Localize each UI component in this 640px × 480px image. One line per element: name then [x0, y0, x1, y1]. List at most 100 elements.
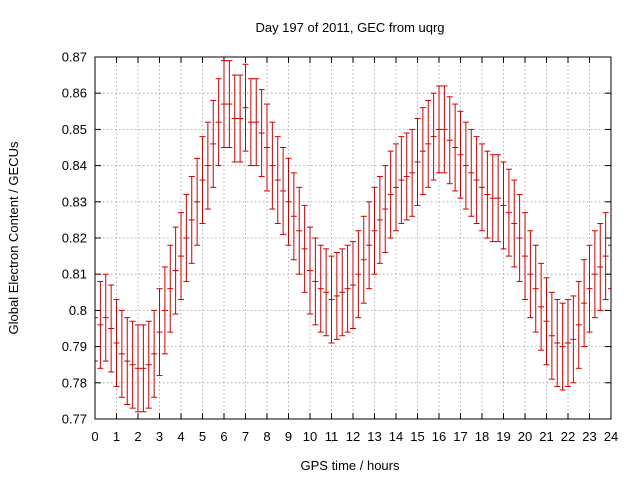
- data-point: [489, 154, 496, 243]
- data-point: [430, 92, 437, 181]
- x-tick-label: 15: [410, 429, 424, 444]
- data-point: [172, 226, 179, 315]
- data-point: [360, 215, 367, 304]
- data-point: [344, 244, 351, 333]
- data-point: [409, 128, 416, 217]
- data-point: [221, 60, 227, 148]
- data-point: [296, 186, 303, 275]
- x-tick-label: 0: [91, 429, 98, 444]
- data-point: [199, 136, 206, 225]
- x-tick-label: 20: [518, 429, 532, 444]
- y-tick-label: 0.86: [62, 86, 87, 101]
- data-point: [462, 121, 469, 210]
- data-point: [398, 136, 405, 225]
- data-point: [242, 63, 249, 152]
- y-tick-label: 0.84: [62, 158, 87, 173]
- data-point: [581, 259, 588, 348]
- data-point: [264, 103, 270, 192]
- data-point: [393, 143, 399, 232]
- data-point: [436, 85, 442, 174]
- data-point: [366, 201, 373, 290]
- data-point: [602, 212, 609, 301]
- x-tick-label: 14: [389, 429, 403, 444]
- y-axis-ticks: 0.77 0.78 0.79 0.8 0.81 0.82 0.83 0.84 0.85 0.86 0…: [62, 50, 611, 427]
- data-point: [178, 212, 184, 301]
- x-tick-label: 24: [604, 429, 618, 444]
- data-point: [495, 154, 502, 243]
- data-point: [516, 194, 523, 282]
- y-tick-label: 0.87: [62, 50, 87, 65]
- data-point: [586, 244, 593, 333]
- data-point: [145, 320, 152, 409]
- data-point: [140, 324, 147, 413]
- data-point: [194, 157, 201, 246]
- data-point: [452, 103, 459, 192]
- y-tick-label: 0.82: [62, 231, 87, 246]
- x-axis-label: GPS time / hours: [301, 458, 400, 473]
- data-point: [102, 273, 109, 362]
- plot-frame: [94, 56, 612, 420]
- data-point: [559, 302, 566, 391]
- x-tick-label: 6: [220, 429, 227, 444]
- data-point: [118, 309, 125, 398]
- x-tick-label: 5: [199, 429, 206, 444]
- y-axis-label: Global Electron Content / GECUs: [6, 141, 21, 334]
- data-point: [247, 78, 254, 167]
- x-tick-label: 19: [496, 429, 510, 444]
- data-point: [285, 157, 292, 246]
- x-tick-label: 22: [561, 429, 575, 444]
- data-point: [468, 128, 475, 217]
- x-tick-label: 10: [303, 429, 317, 444]
- chart-title: Day 197 of 2011, GEC from uqrg: [255, 20, 444, 35]
- data-point: [135, 324, 141, 413]
- data-point: [231, 74, 238, 163]
- data-point: [376, 175, 383, 264]
- data-point: [339, 248, 346, 337]
- data-point: [183, 194, 190, 282]
- data-point: [108, 284, 115, 373]
- x-tick-label: 3: [156, 429, 163, 444]
- y-tick-label: 0.81: [62, 267, 87, 282]
- data-point: [323, 248, 330, 337]
- x-tick-label: 17: [453, 429, 467, 444]
- x-tick-label: 18: [475, 429, 489, 444]
- data-point: [307, 226, 313, 315]
- data-point: [387, 150, 394, 239]
- gec-series: [94, 60, 612, 413]
- data-point: [548, 291, 555, 380]
- data-point: [167, 244, 174, 333]
- data-point: [151, 309, 158, 398]
- grid: [95, 57, 611, 419]
- data-point: [522, 212, 528, 301]
- data-point: [414, 118, 421, 206]
- data-point: [253, 78, 260, 167]
- data-point: [382, 165, 389, 253]
- y-tick-label: 0.77: [62, 412, 87, 427]
- data-point: [538, 262, 545, 351]
- data-point: [479, 143, 485, 232]
- data-point: [565, 299, 571, 387]
- y-tick-label: 0.83: [62, 194, 87, 209]
- data-point: [333, 251, 340, 340]
- data-point: [591, 230, 598, 319]
- y-tick-label: 0.85: [62, 122, 87, 137]
- data-point: [317, 244, 324, 333]
- data-point: [290, 172, 297, 261]
- data-point: [280, 147, 287, 235]
- data-point: [274, 136, 281, 225]
- x-tick-label: 23: [582, 429, 596, 444]
- data-point: [554, 299, 561, 387]
- data-point: [527, 230, 534, 319]
- data-point: [97, 280, 104, 369]
- data-point: [301, 204, 308, 293]
- x-tick-label: 12: [346, 429, 360, 444]
- data-point: [355, 230, 362, 319]
- data-point: [269, 121, 276, 210]
- data-point: [419, 107, 426, 196]
- data-point: [113, 299, 120, 387]
- data-point: [511, 179, 518, 268]
- x-tick-label: 13: [367, 429, 381, 444]
- x-tick-label: 1: [113, 429, 120, 444]
- data-point: [210, 99, 217, 188]
